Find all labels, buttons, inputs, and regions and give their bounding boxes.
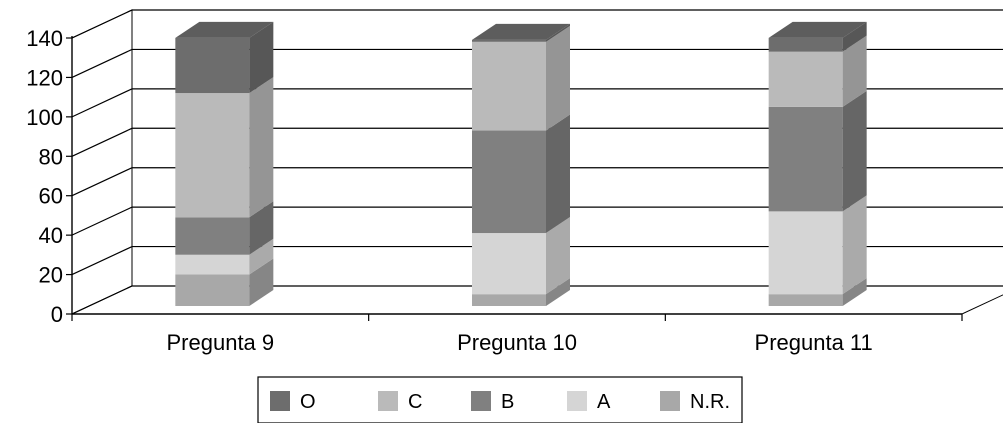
- bar-segment: [472, 39, 546, 42]
- y-tick-label: 0: [51, 302, 63, 327]
- gridline: [71, 206, 1003, 236]
- bar-segment-side: [842, 90, 867, 212]
- gridline: [71, 9, 1003, 39]
- gridline: [71, 167, 1003, 197]
- legend-label: B: [501, 391, 514, 413]
- legend-swatch: [270, 391, 290, 411]
- bar-segment-side: [249, 77, 274, 218]
- x-category-label: Pregunta 9: [167, 330, 275, 355]
- legend-label: O: [300, 391, 316, 413]
- bar-segment-side: [842, 21, 867, 52]
- bar-segment: [768, 106, 843, 212]
- y-tick-label: 80: [39, 144, 63, 169]
- bar-segment: [175, 274, 250, 306]
- legend-swatch: [471, 391, 491, 411]
- bar-segment-side: [842, 35, 867, 107]
- bar-top: [768, 21, 867, 38]
- bar-segment: [768, 294, 843, 306]
- bar-segment-side: [546, 25, 570, 131]
- bar-segment-side: [249, 21, 274, 94]
- bar-segment: [472, 294, 546, 306]
- y-tick-label: 140: [26, 26, 63, 51]
- bar-segment-side: [842, 278, 867, 306]
- bar-segment: [768, 51, 843, 107]
- bar-segment-side: [249, 238, 274, 275]
- gridline: [71, 245, 1003, 276]
- y-axis-ticks: 0 20 40 60 80 100 120 140: [26, 26, 72, 327]
- x-category-label: Pregunta 10: [457, 330, 577, 355]
- bar-segment: [768, 37, 843, 52]
- legend-label: A: [597, 391, 611, 413]
- y-tick-label: 100: [26, 105, 63, 130]
- bar-top: [472, 23, 570, 40]
- gridline: [71, 48, 1003, 78]
- bar-top: [175, 21, 274, 38]
- bar-stack: [175, 21, 274, 306]
- gridline: [71, 127, 1003, 157]
- bar-segment: [472, 130, 546, 234]
- legend: O C B A N.R.: [257, 376, 743, 423]
- x-category-label: Pregunta 11: [755, 330, 873, 355]
- bar-segment-side: [546, 278, 570, 306]
- y-tick-label: 20: [39, 263, 63, 288]
- bar-stack: [768, 21, 867, 306]
- bar-segment: [472, 233, 546, 295]
- y-tick-label: 120: [26, 65, 63, 90]
- bar-segment: [472, 41, 546, 131]
- bar-segment: [175, 217, 250, 255]
- gridline: [71, 285, 1003, 315]
- bar-segment-side: [249, 201, 274, 255]
- bar-segment-side: [546, 114, 570, 234]
- x-axis-ticks: Pregunta 9 Pregunta 10 Pregunta 11: [71, 314, 963, 355]
- bar-segment-side: [546, 23, 570, 42]
- axes: [71, 36, 962, 315]
- legend-swatch: [567, 391, 587, 411]
- bar-segment: [175, 93, 250, 218]
- bars: [175, 21, 867, 306]
- bar-segment: [175, 254, 250, 275]
- gridline: [71, 88, 1003, 118]
- bar-stack: [472, 23, 570, 306]
- bar-segment-side: [842, 195, 867, 295]
- y-tick-label: 60: [39, 184, 63, 209]
- bar-segment-side: [546, 217, 570, 295]
- gridlines: [71, 9, 1003, 315]
- legend-label: N.R.: [690, 391, 730, 413]
- y-tick-label: 40: [39, 223, 63, 248]
- legend-label: C: [408, 391, 422, 413]
- bar-segment-side: [249, 258, 274, 306]
- legend-swatch: [378, 391, 398, 411]
- bar-segment: [175, 37, 250, 94]
- legend-swatch: [660, 391, 680, 411]
- bar-segment: [768, 211, 843, 295]
- side-wall: [71, 9, 133, 315]
